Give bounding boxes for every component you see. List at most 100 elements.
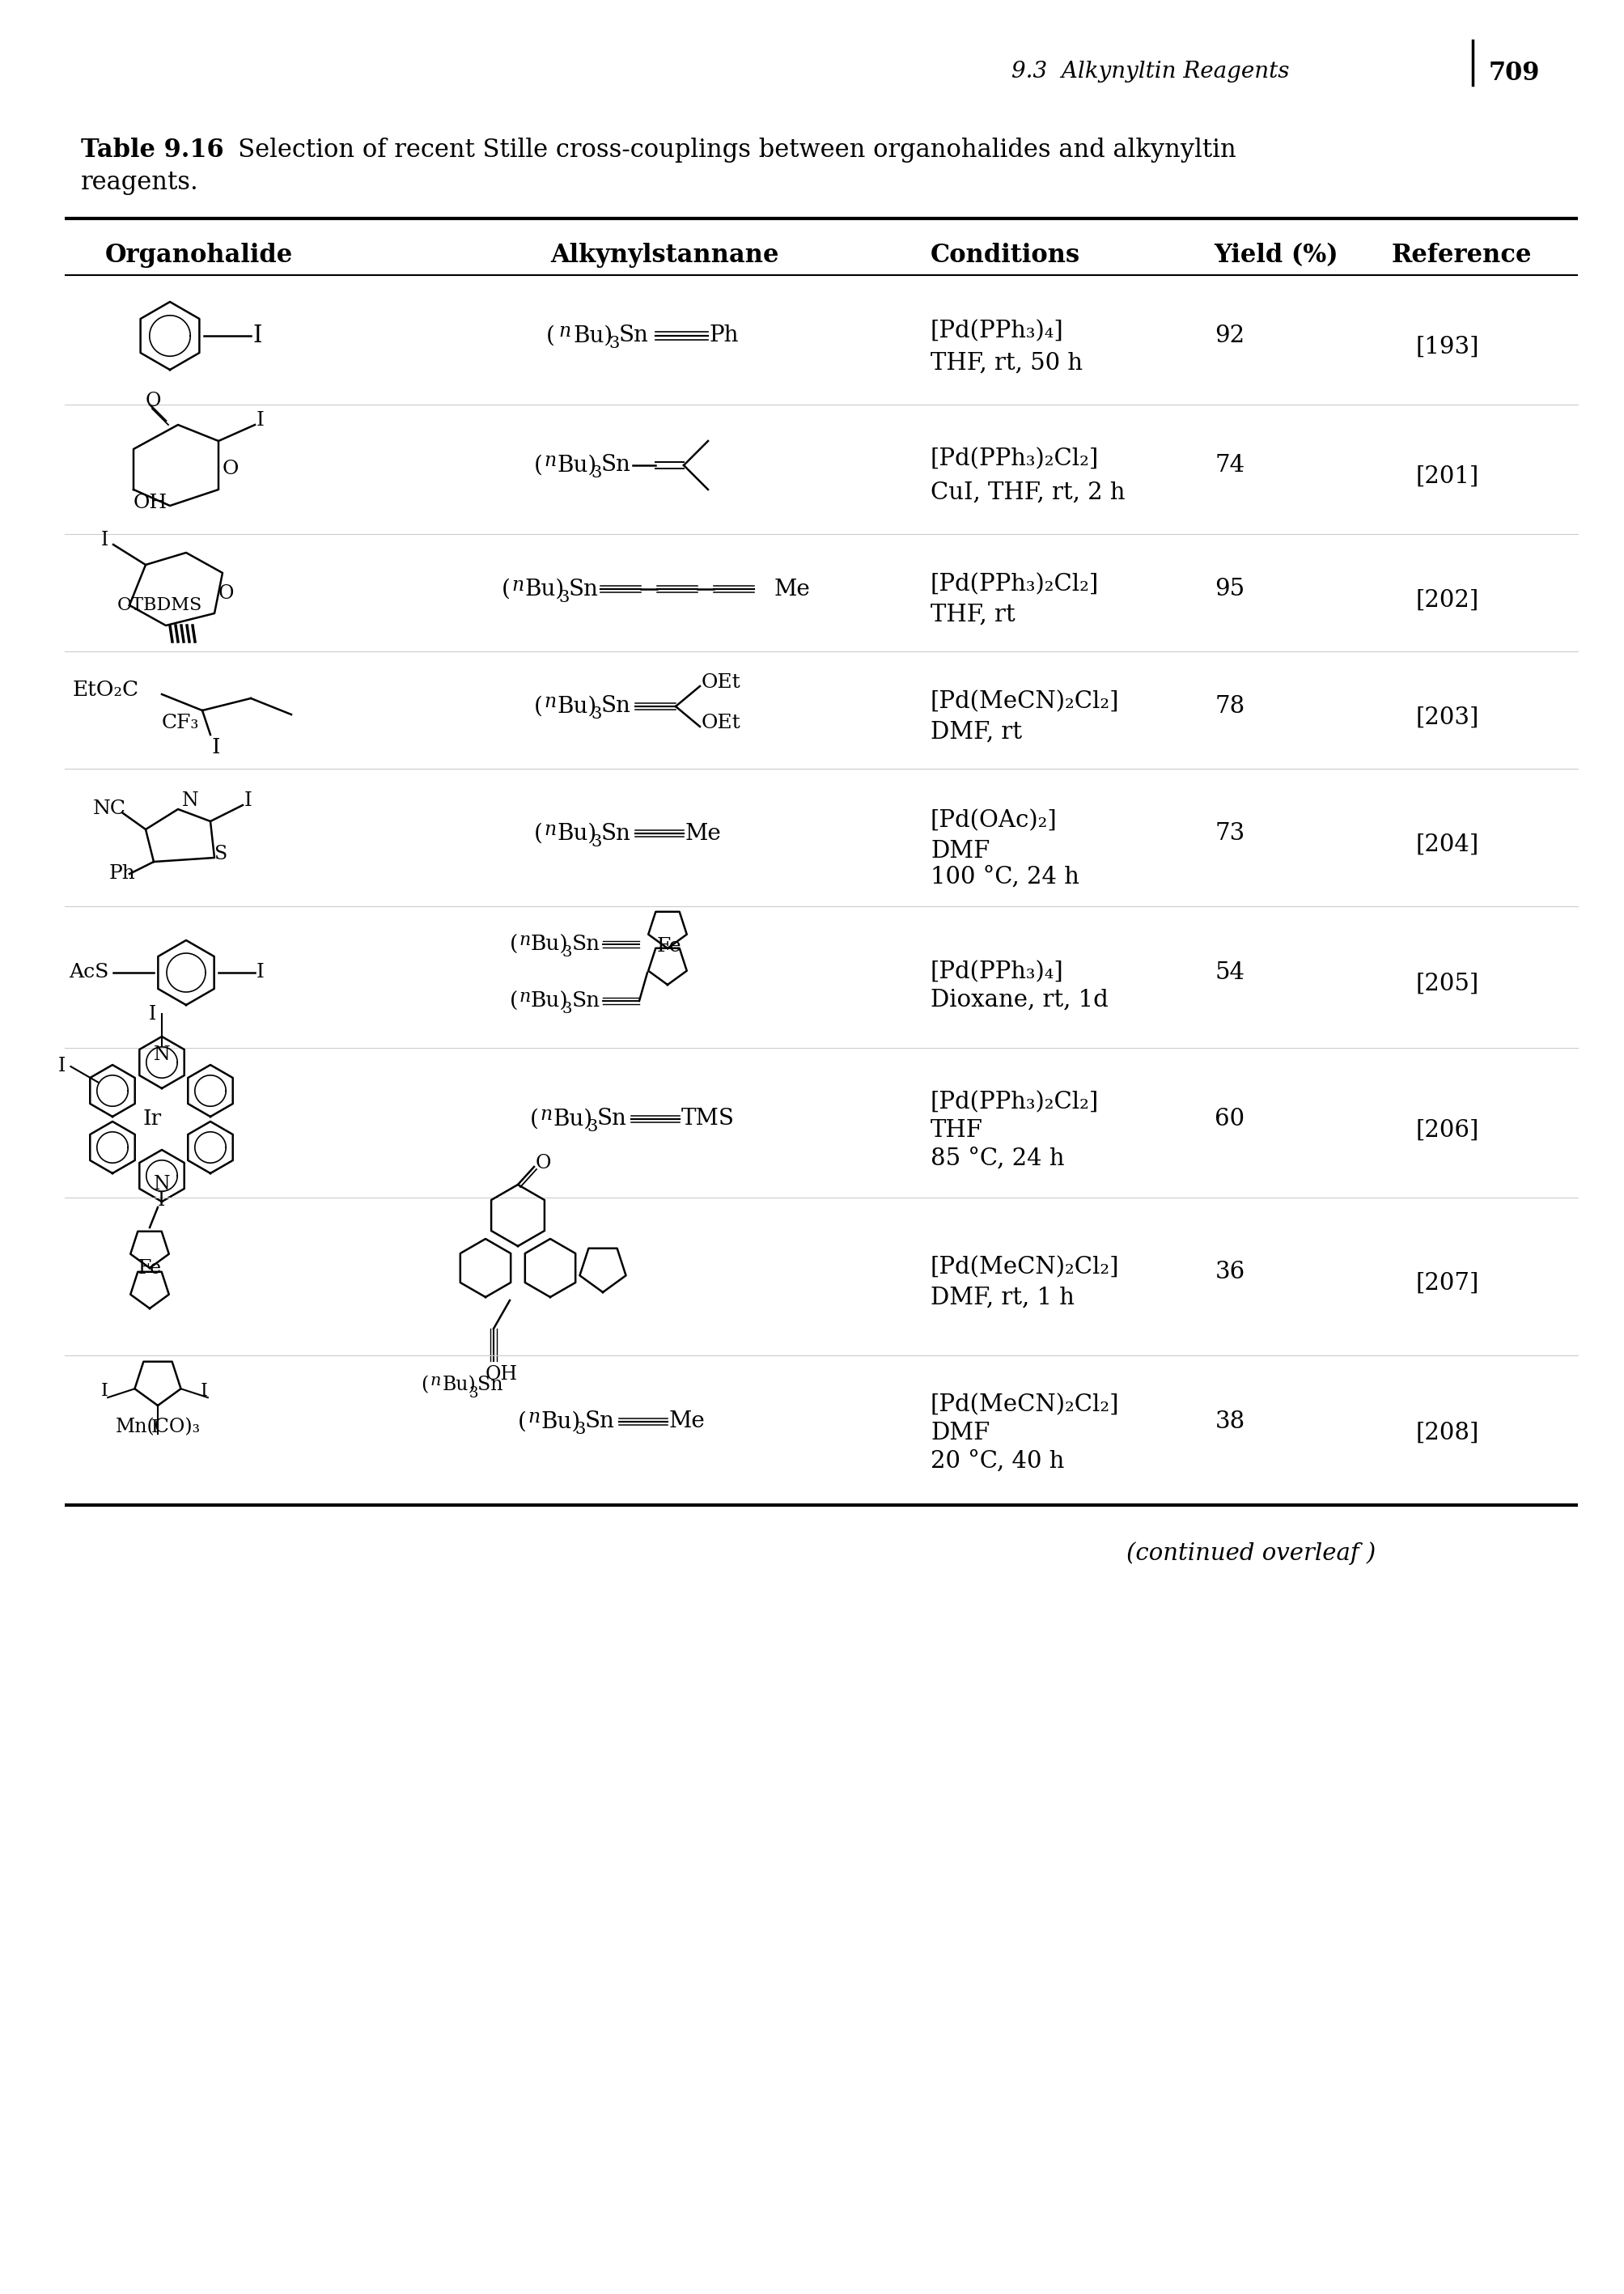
Text: 709: 709 xyxy=(1488,60,1540,85)
Text: I: I xyxy=(58,1058,65,1076)
Text: Sn: Sn xyxy=(572,991,601,1012)
Text: AcS: AcS xyxy=(68,963,109,982)
Text: I: I xyxy=(257,411,265,429)
Text: 36: 36 xyxy=(1215,1262,1244,1282)
Text: OEt: OEt xyxy=(702,713,741,732)
Text: 54: 54 xyxy=(1215,961,1244,984)
Text: 3: 3 xyxy=(559,590,568,606)
Text: Ph: Ph xyxy=(710,326,739,346)
Text: N: N xyxy=(182,791,198,810)
Text: CuI, THF, rt, 2 h: CuI, THF, rt, 2 h xyxy=(931,482,1124,505)
Text: I: I xyxy=(101,532,109,551)
Text: Sn: Sn xyxy=(601,824,630,844)
Text: Table 9.16: Table 9.16 xyxy=(81,138,224,163)
Text: Bu): Bu) xyxy=(573,326,612,346)
Text: THF: THF xyxy=(931,1119,983,1142)
Text: O: O xyxy=(222,461,239,479)
Text: I: I xyxy=(151,1418,159,1436)
Text: n: n xyxy=(430,1374,442,1388)
Text: [203]: [203] xyxy=(1416,707,1479,729)
Text: OEt: OEt xyxy=(702,672,741,690)
Text: Bu): Bu) xyxy=(552,1108,593,1131)
Text: Bu): Bu) xyxy=(557,454,596,477)
Text: Ph: Ph xyxy=(109,865,136,883)
Text: Bu): Bu) xyxy=(557,695,596,718)
Text: Bu): Bu) xyxy=(525,578,564,601)
Text: N: N xyxy=(153,1175,171,1193)
Text: Bu): Bu) xyxy=(557,824,596,844)
Text: (: ( xyxy=(502,578,510,601)
Text: Conditions: Conditions xyxy=(931,243,1080,268)
Text: DMF: DMF xyxy=(931,1422,989,1445)
Text: Me: Me xyxy=(685,824,721,844)
Text: Alkynylstannane: Alkynylstannane xyxy=(551,243,778,268)
Text: [Pd(PPh₃)₄]: [Pd(PPh₃)₄] xyxy=(931,961,1064,984)
Text: (: ( xyxy=(518,1411,526,1434)
Text: (: ( xyxy=(510,934,518,954)
Text: I: I xyxy=(149,1005,156,1023)
Text: 78: 78 xyxy=(1215,695,1244,718)
Text: Organohalide: Organohalide xyxy=(106,243,292,268)
Text: 3: 3 xyxy=(591,833,601,849)
Text: n: n xyxy=(544,819,555,840)
Text: n: n xyxy=(559,323,570,342)
Text: OH: OH xyxy=(133,493,167,512)
Text: Yield (%): Yield (%) xyxy=(1213,243,1338,268)
Text: (continued overleaf ): (continued overleaf ) xyxy=(1125,1542,1376,1565)
Text: Sn: Sn xyxy=(598,1108,627,1131)
Text: 74: 74 xyxy=(1215,454,1244,477)
Text: Dioxane, rt, 1d: Dioxane, rt, 1d xyxy=(931,989,1108,1012)
Text: [Pd(PPh₃)₂Cl₂]: [Pd(PPh₃)₂Cl₂] xyxy=(931,574,1098,596)
Text: (: ( xyxy=(529,1108,539,1131)
Text: 3: 3 xyxy=(591,707,601,723)
Text: THF, rt: THF, rt xyxy=(931,603,1015,626)
Text: 95: 95 xyxy=(1215,578,1244,601)
Text: n: n xyxy=(539,1106,552,1124)
Text: TMS: TMS xyxy=(680,1108,734,1131)
Text: CF₃: CF₃ xyxy=(162,713,200,732)
Text: OTBDMS: OTBDMS xyxy=(117,596,203,615)
Text: O: O xyxy=(218,583,234,603)
Text: Mn(CO)₃: Mn(CO)₃ xyxy=(115,1418,200,1436)
Text: THF, rt, 50 h: THF, rt, 50 h xyxy=(931,351,1082,374)
Text: reagents.: reagents. xyxy=(81,170,198,195)
Text: Sn: Sn xyxy=(601,454,630,477)
Text: 85 °C, 24 h: 85 °C, 24 h xyxy=(931,1147,1064,1170)
Text: Ir: Ir xyxy=(143,1108,161,1129)
Text: DMF, rt: DMF, rt xyxy=(931,720,1021,743)
Text: Sn: Sn xyxy=(477,1376,503,1395)
Text: (: ( xyxy=(421,1376,429,1395)
Text: I: I xyxy=(244,791,252,810)
Text: I: I xyxy=(201,1381,208,1399)
Text: 3: 3 xyxy=(562,1002,572,1016)
Text: 3: 3 xyxy=(575,1422,585,1438)
Text: I: I xyxy=(158,1191,166,1211)
Text: (: ( xyxy=(534,454,542,477)
Text: 92: 92 xyxy=(1215,323,1244,346)
Text: I: I xyxy=(252,323,261,346)
Text: [202]: [202] xyxy=(1416,590,1478,612)
Text: n: n xyxy=(518,931,529,950)
Text: I: I xyxy=(101,1381,109,1399)
Text: 73: 73 xyxy=(1215,821,1244,844)
Text: [Pd(PPh₃)₄]: [Pd(PPh₃)₄] xyxy=(931,319,1064,342)
Text: Selection of recent Stille cross-couplings between organohalides and alkynyltin: Selection of recent Stille cross-couplin… xyxy=(214,138,1236,163)
Text: (: ( xyxy=(534,824,542,844)
Text: O: O xyxy=(146,392,161,411)
Text: Sn: Sn xyxy=(585,1411,614,1434)
Text: Reference: Reference xyxy=(1392,243,1531,268)
Text: 100 °C, 24 h: 100 °C, 24 h xyxy=(931,865,1078,888)
Text: Me: Me xyxy=(775,578,810,601)
Text: 3: 3 xyxy=(469,1386,479,1402)
Text: Bu): Bu) xyxy=(442,1376,476,1395)
Text: [205]: [205] xyxy=(1416,973,1478,996)
Text: [Pd(OAc)₂]: [Pd(OAc)₂] xyxy=(931,810,1057,833)
Text: S: S xyxy=(214,844,227,863)
Text: n: n xyxy=(544,452,555,470)
Text: 3: 3 xyxy=(562,945,572,959)
Text: I: I xyxy=(211,736,221,757)
Text: [204]: [204] xyxy=(1416,833,1478,856)
Text: Fe: Fe xyxy=(138,1259,161,1278)
Text: 60: 60 xyxy=(1215,1108,1244,1131)
Text: (: ( xyxy=(534,695,542,718)
